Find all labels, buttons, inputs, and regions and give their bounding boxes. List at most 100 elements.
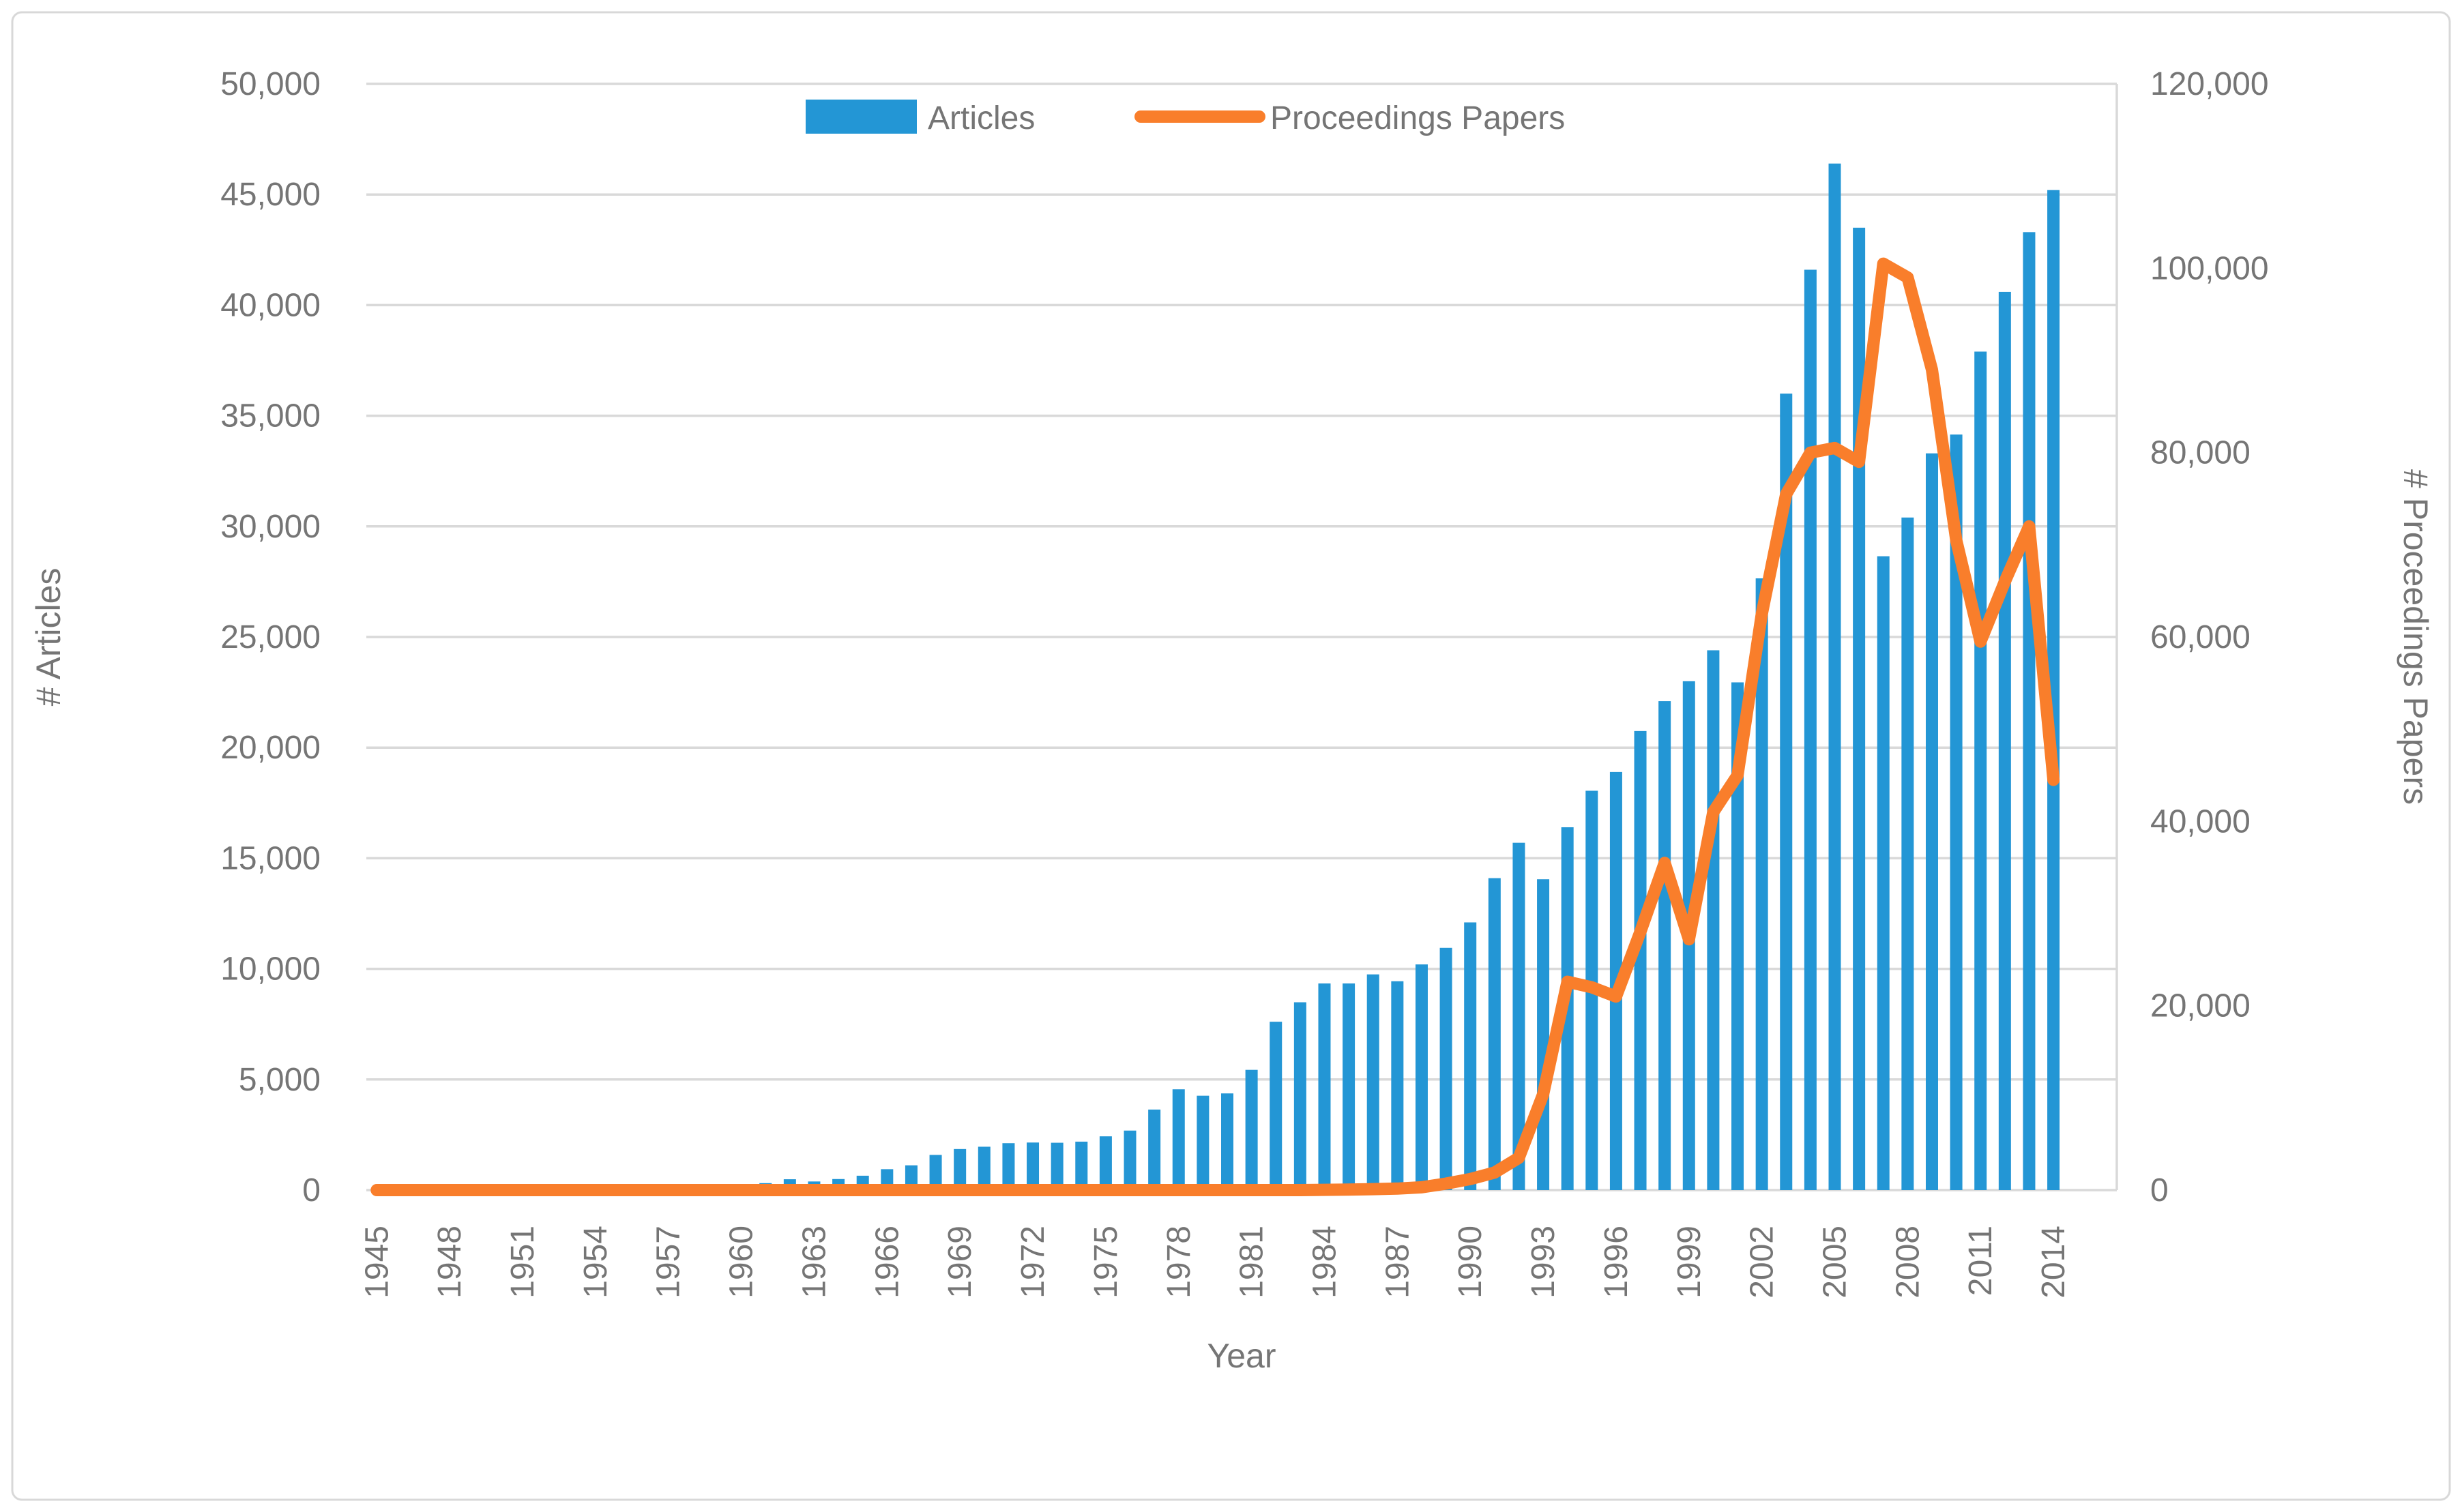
legend-proceedings-label: Proceedings Papers bbox=[1270, 100, 1565, 136]
bar-1987 bbox=[1391, 981, 1404, 1190]
articles-bars-layer bbox=[370, 163, 2060, 1191]
bar-2006 bbox=[1853, 227, 1866, 1190]
bar-2011 bbox=[1974, 351, 1987, 1191]
left-tick-25000: 25,000 bbox=[220, 619, 321, 655]
left-tick-40000: 40,000 bbox=[220, 287, 321, 323]
bar-1986 bbox=[1366, 974, 1379, 1190]
bar-1975 bbox=[1099, 1136, 1112, 1190]
x-tick-1969: 1969 bbox=[942, 1226, 978, 1299]
bar-1968 bbox=[929, 1155, 942, 1190]
left-tick-0: 0 bbox=[302, 1172, 321, 1209]
bar-2001 bbox=[1731, 682, 1744, 1190]
bar-1992 bbox=[1512, 842, 1525, 1190]
x-tick-1993: 1993 bbox=[1525, 1226, 1562, 1299]
right-tick-0: 0 bbox=[2150, 1172, 2169, 1209]
gridlines-layer bbox=[366, 83, 2118, 1191]
left-tick-50000: 50,000 bbox=[220, 66, 321, 102]
bar-1973 bbox=[1051, 1142, 1064, 1190]
x-tick-1999: 1999 bbox=[1671, 1226, 1708, 1299]
bar-2008 bbox=[1901, 517, 1914, 1190]
bar-1967 bbox=[905, 1165, 918, 1190]
x-tick-1963: 1963 bbox=[797, 1226, 833, 1299]
bar-1977 bbox=[1148, 1109, 1161, 1190]
bar-2004 bbox=[1804, 269, 1817, 1191]
bar-2007 bbox=[1877, 556, 1890, 1190]
bar-1985 bbox=[1343, 983, 1355, 1190]
x-tick-1957: 1957 bbox=[651, 1226, 687, 1299]
chart-border bbox=[11, 11, 2451, 1501]
x-tick-2008: 2008 bbox=[1890, 1226, 1926, 1299]
bar-2012 bbox=[1998, 291, 2011, 1190]
x-tick-2014: 2014 bbox=[2036, 1226, 2072, 1299]
bar-1988 bbox=[1415, 964, 1428, 1190]
left-tick-15000: 15,000 bbox=[220, 840, 321, 876]
bar-1970 bbox=[978, 1146, 991, 1190]
x-tick-1960: 1960 bbox=[724, 1226, 760, 1299]
tick-labels-layer: 0 5,000 10,000 15,000 20,000 25,000 30,000 35,0… bbox=[220, 66, 2268, 1299]
right-tick-20000: 20,000 bbox=[2150, 988, 2251, 1024]
bar-1969 bbox=[954, 1148, 967, 1190]
x-tick-1990: 1990 bbox=[1452, 1226, 1489, 1299]
x-tick-1984: 1984 bbox=[1307, 1226, 1343, 1299]
x-axis-title: Year bbox=[1207, 1337, 1276, 1375]
x-tick-2011: 2011 bbox=[1963, 1226, 1999, 1296]
bar-1990 bbox=[1464, 922, 1477, 1190]
bar-1971 bbox=[1002, 1143, 1015, 1190]
left-tick-35000: 35,000 bbox=[220, 398, 321, 434]
proceedings-line-layer bbox=[370, 257, 2060, 1196]
bar-1980 bbox=[1221, 1093, 1233, 1190]
left-axis-title: # Articles bbox=[29, 568, 68, 707]
left-tick-5000: 5,000 bbox=[239, 1062, 321, 1098]
bar-2000 bbox=[1707, 650, 1720, 1190]
bar-1983 bbox=[1293, 1002, 1306, 1190]
bar-1978 bbox=[1172, 1089, 1185, 1190]
bar-2003 bbox=[1780, 394, 1793, 1191]
left-tick-30000: 30,000 bbox=[220, 509, 321, 545]
legend-articles-label: Articles bbox=[928, 100, 1035, 136]
bar-2005 bbox=[1828, 163, 1841, 1191]
bar-2002 bbox=[1755, 578, 1768, 1190]
right-axis-title: # Proceedings Papers bbox=[2397, 469, 2435, 805]
x-tick-2005: 2005 bbox=[1817, 1226, 1853, 1299]
x-tick-1972: 1972 bbox=[1015, 1226, 1051, 1299]
left-tick-10000: 10,000 bbox=[220, 951, 321, 988]
x-tick-1954: 1954 bbox=[578, 1226, 614, 1299]
x-tick-1981: 1981 bbox=[1234, 1226, 1270, 1299]
x-tick-1951: 1951 bbox=[505, 1226, 541, 1299]
right-tick-80000: 80,000 bbox=[2150, 435, 2251, 471]
bar-2014 bbox=[2047, 190, 2060, 1190]
left-tick-45000: 45,000 bbox=[220, 177, 321, 213]
right-tick-60000: 60,000 bbox=[2150, 619, 2251, 655]
x-tick-1966: 1966 bbox=[869, 1226, 905, 1299]
bar-1979 bbox=[1197, 1095, 1210, 1190]
right-tick-120000: 120,000 bbox=[2150, 66, 2269, 102]
bar-1998 bbox=[1658, 701, 1671, 1190]
x-tick-1948: 1948 bbox=[432, 1226, 468, 1299]
bar-1974 bbox=[1075, 1141, 1088, 1190]
right-tick-100000: 100,000 bbox=[2150, 250, 2269, 286]
x-tick-1987: 1987 bbox=[1379, 1226, 1416, 1299]
bar-2010 bbox=[1950, 434, 1963, 1190]
bar-1989 bbox=[1439, 947, 1452, 1190]
proceedings-papers-line bbox=[370, 257, 2060, 1196]
bar-1991 bbox=[1488, 878, 1501, 1190]
bar-1981 bbox=[1245, 1069, 1258, 1190]
x-tick-1945: 1945 bbox=[359, 1226, 395, 1299]
bar-2009 bbox=[1925, 453, 1938, 1190]
x-tick-1975: 1975 bbox=[1088, 1226, 1124, 1299]
right-tick-40000: 40,000 bbox=[2150, 803, 2251, 840]
legend: Articles Proceedings Papers bbox=[806, 100, 1565, 136]
x-tick-2002: 2002 bbox=[1744, 1226, 1780, 1299]
bar-1984 bbox=[1318, 983, 1331, 1190]
bar-1982 bbox=[1270, 1022, 1283, 1190]
legend-articles-swatch bbox=[806, 100, 917, 134]
x-tick-1996: 1996 bbox=[1598, 1226, 1635, 1299]
bar-1993 bbox=[1537, 879, 1550, 1190]
bar-2013 bbox=[2023, 232, 2036, 1190]
bar-1972 bbox=[1027, 1142, 1040, 1190]
bar-1997 bbox=[1634, 730, 1647, 1190]
x-tick-1978: 1978 bbox=[1161, 1226, 1197, 1299]
left-tick-20000: 20,000 bbox=[220, 730, 321, 766]
